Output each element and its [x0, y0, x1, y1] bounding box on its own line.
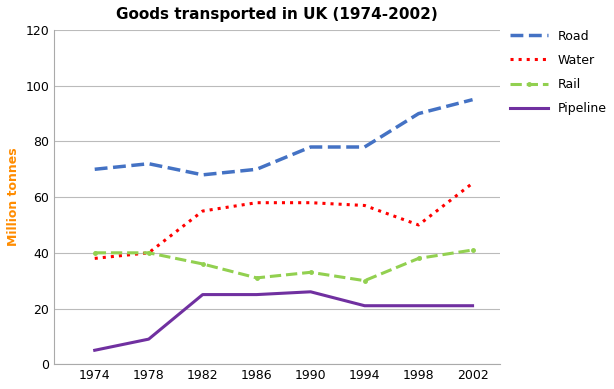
Road [469, 97, 476, 102]
Rail [253, 275, 260, 280]
Road [199, 172, 206, 177]
Line: Road: Road [95, 100, 473, 175]
Rail [361, 278, 368, 283]
Road [415, 111, 422, 116]
Rail [199, 262, 206, 266]
Pipeline [253, 292, 260, 297]
Water [307, 200, 314, 205]
Water [91, 256, 98, 261]
Pipeline [91, 348, 98, 352]
Rail [145, 251, 152, 255]
Pipeline [199, 292, 206, 297]
Pipeline [469, 303, 476, 308]
Rail [469, 248, 476, 252]
Y-axis label: Million tonnes: Million tonnes [7, 148, 20, 247]
Pipeline [145, 337, 152, 342]
Water [253, 200, 260, 205]
Rail [307, 270, 314, 275]
Rail [91, 251, 98, 255]
Road [307, 145, 314, 149]
Water [145, 251, 152, 255]
Pipeline [307, 289, 314, 294]
Legend: Road, Water, Rail, Pipeline: Road, Water, Rail, Pipeline [510, 30, 607, 116]
Title: Goods transported in UK (1974-2002): Goods transported in UK (1974-2002) [116, 7, 438, 22]
Road [91, 167, 98, 172]
Water [199, 209, 206, 214]
Water [469, 181, 476, 186]
Road [145, 161, 152, 166]
Rail [415, 256, 422, 261]
Line: Water: Water [95, 183, 473, 258]
Road [361, 145, 368, 149]
Pipeline [361, 303, 368, 308]
Water [415, 223, 422, 227]
Pipeline [415, 303, 422, 308]
Water [361, 203, 368, 208]
Road [253, 167, 260, 172]
Line: Pipeline: Pipeline [95, 292, 473, 350]
Line: Rail: Rail [91, 247, 476, 284]
